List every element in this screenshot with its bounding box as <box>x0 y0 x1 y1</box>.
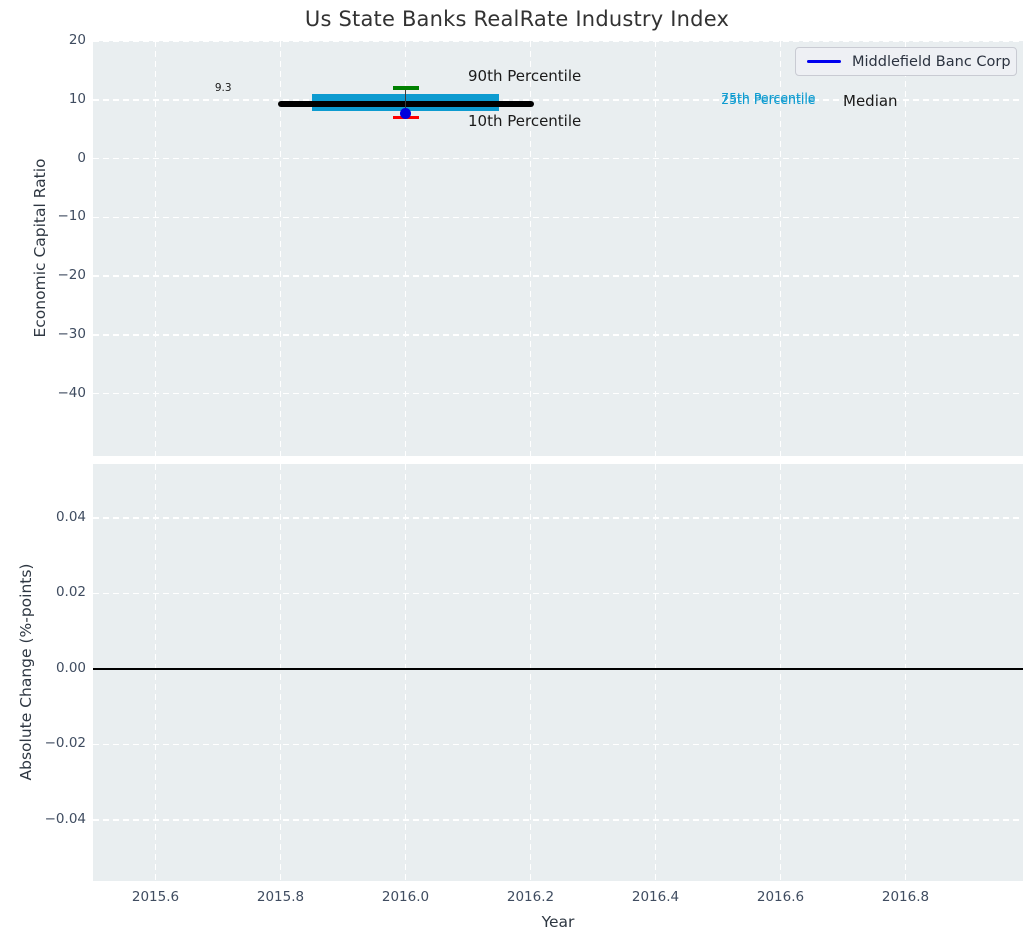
gridline-vertical <box>904 464 907 881</box>
gridline-vertical <box>404 464 407 881</box>
x-tick-label: 2016.6 <box>756 889 805 905</box>
annotation-median-label: Median <box>843 91 898 110</box>
x-tick-label: 2016.2 <box>506 889 555 905</box>
gridline-vertical <box>154 464 157 881</box>
gridline-horizontal <box>93 392 1023 395</box>
gridline-vertical <box>154 41 157 456</box>
legend-line-swatch <box>807 60 841 63</box>
page-title: Us State Banks RealRate Industry Index <box>304 7 730 31</box>
gridline-vertical <box>779 464 782 881</box>
y-tick-label: 0.04 <box>55 508 86 525</box>
top-y-axis-label: Economic Capital Ratio <box>31 158 49 338</box>
gridline-horizontal <box>93 743 1023 746</box>
x-tick-label: 2016.8 <box>881 889 930 905</box>
gridline-vertical <box>904 41 907 456</box>
y-tick-label: 0.00 <box>55 659 86 676</box>
annotation-p25-label: 25th Percentile <box>721 92 816 108</box>
gridline-vertical <box>654 41 657 456</box>
company-point-marker <box>400 107 411 119</box>
zero-reference-line <box>93 667 1023 670</box>
gridline-vertical <box>654 464 657 881</box>
gridline-vertical <box>279 464 282 881</box>
gridline-vertical <box>529 41 532 456</box>
gridline-horizontal <box>93 157 1023 160</box>
x-tick-label: 2015.6 <box>131 889 180 905</box>
x-tick-label: 2016.0 <box>381 889 430 905</box>
y-tick-label: −40 <box>57 384 87 401</box>
gridline-vertical <box>529 464 532 881</box>
x-tick-label: 2015.8 <box>256 889 305 905</box>
x-tick-label: 2016.4 <box>631 889 680 905</box>
legend: Middlefield Banc Corp <box>795 47 1017 76</box>
y-tick-label: 10 <box>68 90 86 107</box>
whisker-line <box>404 88 407 118</box>
annotation-p90-label: 90th Percentile <box>468 67 582 86</box>
gridline-horizontal <box>93 99 1023 101</box>
annotation-p10-label: 10th Percentile <box>468 112 582 131</box>
gridline-horizontal <box>93 275 1023 277</box>
legend-label: Middlefield Banc Corp <box>852 53 1011 70</box>
y-tick-label: −0.02 <box>44 735 86 752</box>
bottom-plot-area <box>93 464 1023 881</box>
y-tick-label: 20 <box>68 32 86 48</box>
gridline-horizontal <box>93 216 1023 219</box>
y-tick-label: 0 <box>77 149 86 166</box>
y-tick-label: −10 <box>57 208 87 225</box>
y-tick-label: −0.04 <box>44 810 86 827</box>
gridline-vertical <box>404 41 407 456</box>
annotation-median-value: 9.3 <box>214 81 232 94</box>
y-tick-label: −20 <box>57 267 87 284</box>
gridline-horizontal <box>93 334 1023 336</box>
gridline-horizontal <box>93 41 1023 42</box>
y-tick-label: −30 <box>57 325 87 342</box>
x-axis-label: Year <box>541 913 575 931</box>
gridline-horizontal <box>93 517 1023 519</box>
gridline-horizontal <box>93 592 1023 595</box>
annotation-p75-label: 75th Percentile <box>721 90 816 106</box>
y-tick-label: 0.02 <box>55 584 86 601</box>
top-plot-area: 9.3 90th Percentile 10th Percentile 75th Pe… <box>93 41 1023 456</box>
gridline-vertical <box>779 41 782 456</box>
gridline-vertical <box>279 41 282 456</box>
gridline-horizontal <box>93 819 1023 821</box>
p90-whisker-cap <box>392 86 419 90</box>
